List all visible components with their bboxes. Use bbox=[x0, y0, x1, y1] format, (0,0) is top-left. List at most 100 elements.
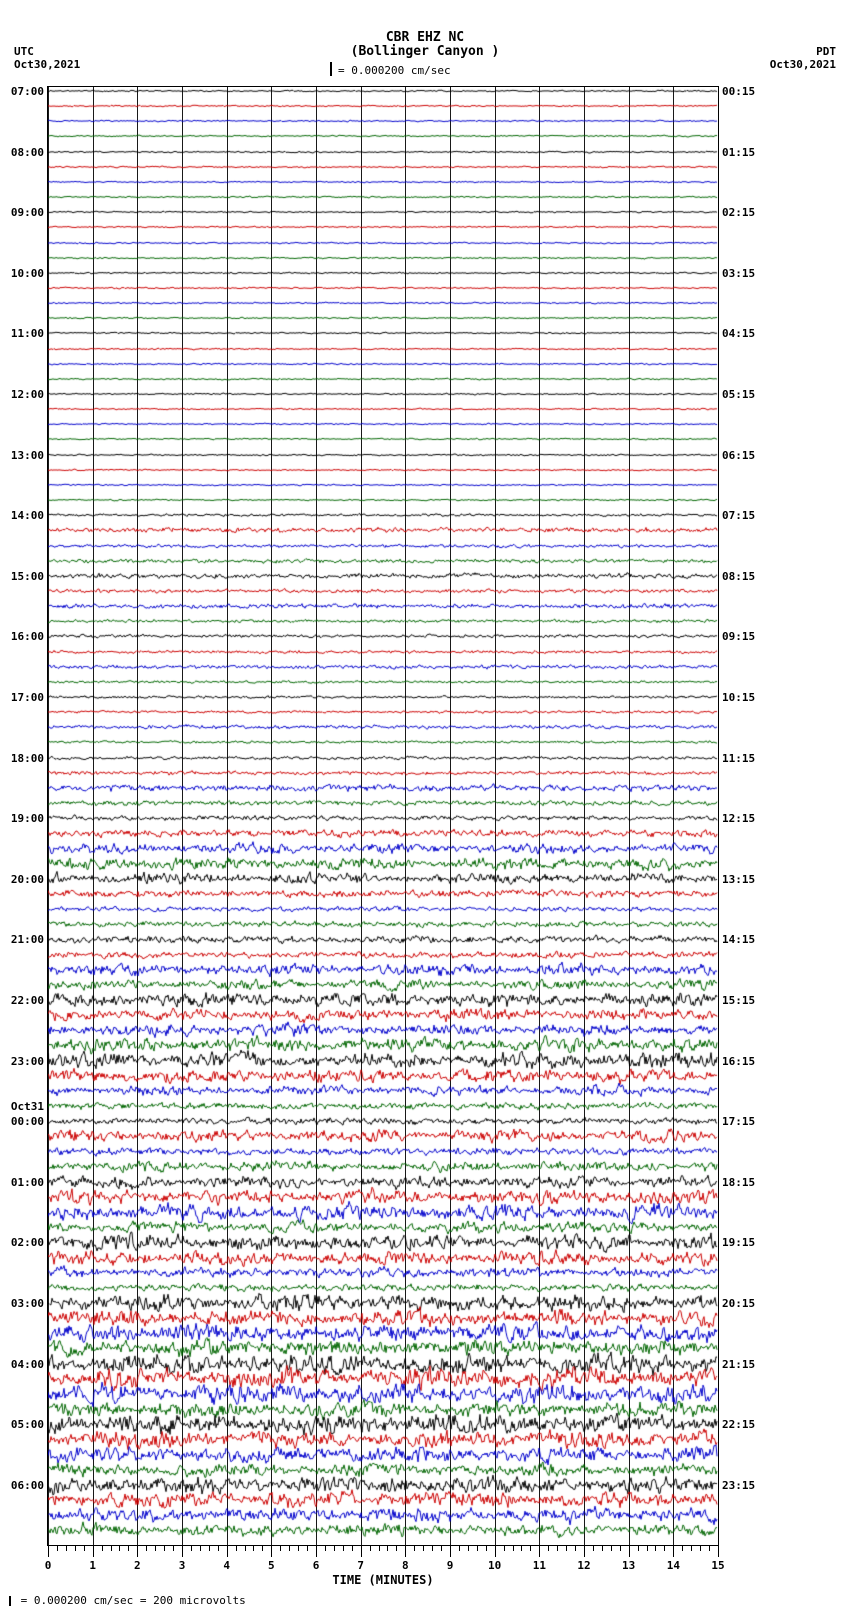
seismic-trace bbox=[48, 293, 718, 313]
left-date: Oct30,2021 bbox=[14, 58, 80, 71]
xtick-label: 11 bbox=[533, 1559, 546, 1572]
seismic-trace bbox=[48, 1302, 718, 1335]
local-time-label: 19:15 bbox=[722, 1236, 755, 1249]
seismic-trace bbox=[48, 1331, 718, 1365]
seismic-trace bbox=[48, 1438, 718, 1471]
xtick-minor bbox=[128, 1545, 129, 1551]
xtick-label: 14 bbox=[667, 1559, 680, 1572]
seismic-trace bbox=[48, 505, 718, 525]
xtick bbox=[316, 1545, 317, 1557]
seismic-trace bbox=[48, 460, 718, 480]
xtick-label: 4 bbox=[223, 1559, 230, 1572]
xtick-minor bbox=[155, 1545, 156, 1551]
utc-time-label: 05:00 bbox=[11, 1418, 44, 1431]
utc-time-label: 16:00 bbox=[11, 630, 44, 643]
xtick-minor bbox=[200, 1545, 201, 1551]
xtick-minor bbox=[75, 1545, 76, 1551]
seismic-trace bbox=[48, 672, 718, 692]
seismic-trace bbox=[48, 1079, 718, 1102]
seismic-trace bbox=[48, 581, 718, 601]
xtick-minor bbox=[593, 1545, 594, 1551]
seismic-trace bbox=[48, 914, 718, 934]
x-axis-label: TIME (MINUTES) bbox=[332, 1573, 433, 1587]
xtick-label: 6 bbox=[313, 1559, 320, 1572]
seismic-trace bbox=[48, 657, 718, 677]
xtick-minor bbox=[414, 1545, 415, 1551]
xtick-minor bbox=[236, 1545, 237, 1551]
xtick-label: 8 bbox=[402, 1559, 409, 1572]
xtick-minor bbox=[709, 1545, 710, 1551]
xtick-minor bbox=[325, 1545, 326, 1551]
utc-time-label: 11:00 bbox=[11, 327, 44, 340]
xtick bbox=[539, 1545, 540, 1557]
seismic-trace bbox=[48, 1261, 718, 1284]
xtick bbox=[584, 1545, 585, 1557]
scale-text: = 0.000200 cm/sec bbox=[338, 64, 451, 77]
seismogram-container: CBR EHZ NC (Bollinger Canyon ) UTC Oct30… bbox=[0, 0, 850, 1613]
xtick-label: 5 bbox=[268, 1559, 275, 1572]
seismic-trace bbox=[48, 81, 718, 101]
seismic-trace bbox=[48, 1315, 718, 1351]
utc-time-label: 02:00 bbox=[11, 1236, 44, 1249]
xtick-minor bbox=[655, 1545, 656, 1551]
xtick-minor bbox=[84, 1545, 85, 1551]
local-time-label: 07:15 bbox=[722, 509, 755, 522]
seismic-trace bbox=[48, 263, 718, 283]
seismic-trace bbox=[48, 323, 718, 343]
xtick-minor bbox=[370, 1545, 371, 1551]
utc-time-label: 14:00 bbox=[11, 509, 44, 522]
seismic-trace bbox=[48, 111, 718, 131]
xtick-minor bbox=[441, 1545, 442, 1551]
xtick-minor bbox=[334, 1545, 335, 1551]
xtick bbox=[227, 1545, 228, 1557]
local-time-label: 23:15 bbox=[722, 1479, 755, 1492]
utc-time-label: 08:00 bbox=[11, 146, 44, 159]
local-time-label: 09:15 bbox=[722, 630, 755, 643]
seismic-trace bbox=[48, 837, 718, 860]
seismic-trace bbox=[48, 429, 718, 449]
xtick-minor bbox=[423, 1545, 424, 1551]
grid-line bbox=[227, 87, 228, 1545]
xtick bbox=[48, 1545, 49, 1557]
seismic-trace bbox=[48, 1226, 718, 1259]
xtick-minor bbox=[575, 1545, 576, 1551]
seismic-trace bbox=[48, 642, 718, 662]
grid-line bbox=[584, 87, 585, 1545]
seismic-trace bbox=[48, 851, 718, 877]
seismic-trace bbox=[48, 217, 718, 237]
local-time-label: 00:15 bbox=[722, 85, 755, 98]
xtick bbox=[137, 1545, 138, 1557]
local-time-label: 05:15 bbox=[722, 388, 755, 401]
utc-time-label: 10:00 bbox=[11, 267, 44, 280]
xtick-minor bbox=[691, 1545, 692, 1551]
seismic-trace bbox=[48, 763, 718, 783]
xtick-minor bbox=[459, 1545, 460, 1551]
station-code: CBR EHZ NC bbox=[386, 30, 464, 45]
grid-line bbox=[405, 87, 406, 1545]
seismic-trace bbox=[48, 748, 718, 768]
local-time-label: 03:15 bbox=[722, 267, 755, 280]
xtick-minor bbox=[66, 1545, 67, 1551]
utc-date-break: Oct31 bbox=[11, 1100, 44, 1113]
utc-time-label: 19:00 bbox=[11, 812, 44, 825]
xtick-minor bbox=[521, 1545, 522, 1551]
grid-line bbox=[48, 87, 49, 1545]
local-time-label: 13:15 bbox=[722, 873, 755, 886]
local-time-label: 11:15 bbox=[722, 752, 755, 765]
seismic-trace bbox=[48, 929, 718, 950]
seismic-trace bbox=[48, 1358, 718, 1399]
utc-time-label: 07:00 bbox=[11, 85, 44, 98]
local-time-label: 14:15 bbox=[722, 933, 755, 946]
xtick-minor bbox=[548, 1545, 549, 1551]
seismic-trace bbox=[48, 1096, 718, 1116]
seismic-trace bbox=[48, 445, 718, 465]
grid-line bbox=[271, 87, 272, 1545]
local-time-label: 06:15 bbox=[722, 449, 755, 462]
seismic-trace bbox=[48, 808, 718, 828]
xtick-minor bbox=[164, 1545, 165, 1551]
xtick-label: 7 bbox=[357, 1559, 364, 1572]
utc-time-label: 15:00 bbox=[11, 570, 44, 583]
xtick bbox=[405, 1545, 406, 1557]
xtick-label: 10 bbox=[488, 1559, 501, 1572]
utc-time-label: 12:00 bbox=[11, 388, 44, 401]
